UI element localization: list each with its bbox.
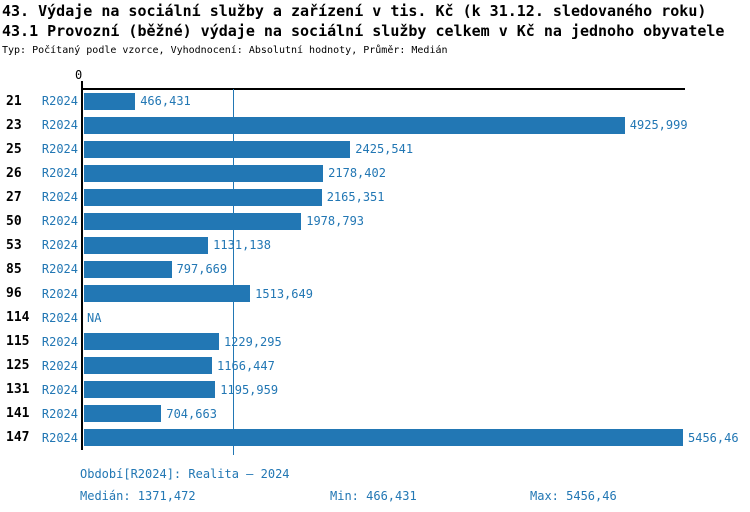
bar-value-label: NA — [87, 310, 102, 325]
chart-row: 26 R2024 2178,402 — [0, 161, 750, 185]
bar — [84, 260, 172, 278]
bar-value-label: 5456,46 — [688, 430, 739, 445]
bar-value-label: 1978,793 — [306, 214, 365, 229]
bar-value-label: 1195,959 — [220, 382, 279, 397]
chart-row: 96 R2024 1513,649 — [0, 282, 750, 306]
bar-chart: 0 21 R2024 466,431 23 R2024 4925,999 25 R2024 24… — [0, 68, 750, 455]
row-series-label: R2024 — [41, 118, 78, 133]
bar-value-label: 1513,649 — [255, 286, 313, 301]
bar — [84, 405, 162, 423]
axis-zero-label: 0 — [75, 68, 83, 82]
row-series-label: R2024 — [41, 406, 78, 421]
chart-rows: 21 R2024 466,431 23 R2024 4925,999 25 R2024 2425… — [0, 89, 750, 450]
row-category-label: 96 — [6, 286, 22, 302]
bar — [84, 285, 251, 303]
bar — [84, 164, 324, 182]
bar — [84, 212, 302, 230]
row-series-label: R2024 — [41, 214, 78, 229]
chart-row: 141 R2024 704,663 — [0, 402, 750, 426]
row-category-label: 147 — [6, 430, 30, 446]
bar — [84, 188, 322, 206]
row-series-label: R2024 — [41, 382, 78, 397]
bar-value-label: 1229,295 — [223, 334, 282, 349]
row-category-label: 85 — [6, 261, 22, 277]
chart-row: 115 R2024 1229,295 — [0, 330, 750, 354]
row-series-label: R2024 — [41, 94, 78, 109]
chart-row: 27 R2024 2165,351 — [0, 185, 750, 209]
bar — [84, 140, 351, 158]
row-category-label: 125 — [6, 358, 30, 374]
row-category-label: 26 — [6, 165, 22, 181]
row-category-label: 23 — [6, 117, 22, 133]
chart-row: 23 R2024 4925,999 — [0, 113, 750, 137]
row-series-label: R2024 — [41, 286, 78, 301]
bar — [84, 357, 213, 375]
max-stat: Max: 5456,46 — [530, 489, 617, 503]
chart-row: 147 R2024 5456,46 — [0, 426, 750, 450]
row-series-label: R2024 — [41, 262, 78, 277]
row-category-label: 21 — [6, 93, 22, 109]
median-stat: Medián: 1371,472 — [80, 489, 196, 503]
bar-value-label: 2425,541 — [355, 142, 414, 157]
row-series-label: R2024 — [41, 190, 78, 205]
row-series-label: R2024 — [41, 238, 78, 253]
bar — [84, 92, 136, 110]
bar-value-label: 2165,351 — [326, 190, 385, 205]
row-series-label: R2024 — [41, 310, 78, 325]
bar-value-label: 2178,402 — [328, 166, 386, 181]
x-axis-line — [81, 88, 685, 90]
min-stat: Min: 466,431 — [330, 489, 417, 503]
bar — [84, 429, 683, 447]
row-series-label: R2024 — [41, 334, 78, 349]
period-label: Období[R2024]: Realita – 2024 — [80, 467, 290, 481]
chart-meta: Typ: Počítaný podle vzorce, Vyhodnocení:… — [2, 45, 448, 56]
bar-value-label: 4925,999 — [629, 118, 688, 133]
bar — [84, 333, 219, 351]
bar — [84, 381, 216, 399]
chart-row: 131 R2024 1195,959 — [0, 378, 750, 402]
bar — [84, 116, 625, 134]
row-category-label: 141 — [6, 406, 30, 422]
row-series-label: R2024 — [41, 166, 78, 181]
chart-subtitle: 43.1 Provozní (běžné) výdaje na sociální… — [2, 22, 725, 40]
bar-value-label: 466,431 — [140, 94, 191, 109]
row-series-label: R2024 — [41, 358, 78, 373]
row-category-label: 53 — [6, 237, 22, 253]
bar — [84, 236, 209, 254]
chart-row: 114 R2024 NA — [0, 306, 750, 330]
chart-row: 125 R2024 1166,447 — [0, 354, 750, 378]
chart-row: 53 R2024 1131,138 — [0, 233, 750, 257]
row-category-label: 50 — [6, 213, 22, 229]
bar-value-label: 797,669 — [176, 262, 228, 277]
bar-value-label: 1131,138 — [213, 238, 271, 253]
chart-title: 43. Výdaje na sociální služby a zařízení… — [2, 2, 707, 20]
median-line — [232, 89, 235, 455]
chart-row: 50 R2024 1978,793 — [0, 209, 750, 233]
row-category-label: 131 — [6, 382, 30, 398]
row-category-label: 115 — [6, 334, 30, 350]
chart-row: 21 R2024 466,431 — [0, 89, 750, 113]
chart-row: 85 R2024 797,669 — [0, 257, 750, 281]
row-category-label: 25 — [6, 141, 22, 157]
bar-value-label: 704,663 — [166, 406, 217, 421]
row-series-label: R2024 — [41, 430, 78, 445]
y-axis-line — [81, 88, 83, 450]
axis-zero-tick — [81, 81, 83, 89]
chart-row: 25 R2024 2425,541 — [0, 137, 750, 161]
bar-value-label: 1166,447 — [217, 358, 275, 373]
row-series-label: R2024 — [41, 142, 78, 157]
row-category-label: 27 — [6, 189, 22, 205]
row-category-label: 114 — [6, 310, 30, 326]
